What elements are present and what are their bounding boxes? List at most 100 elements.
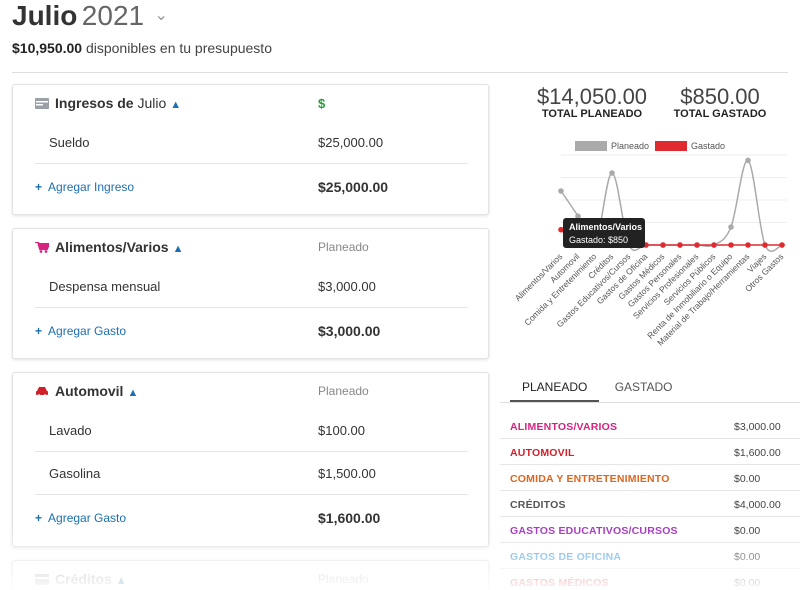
group-footer: + Agregar Gasto $3,000.00 — [35, 308, 468, 354]
category-row[interactable]: GASTOS EDUCATIVOS/CURSOS $0.00 — [500, 517, 800, 543]
page-title[interactable]: Julio 2021 ⌄ — [12, 0, 168, 32]
income-total: $25,000.00 — [318, 179, 389, 195]
income-item-label[interactable]: Sueldo — [49, 135, 90, 150]
available-budget: $10,950.00 disponibles en tu presupuesto — [12, 40, 272, 56]
column-header-planned: Planeado — [318, 240, 369, 254]
expense-item-label[interactable]: Lavado — [49, 423, 92, 438]
category-row[interactable]: GASTOS MÉDICOS $0.00 — [500, 569, 800, 590]
data-point-spent — [660, 242, 666, 248]
legend-swatch-planned — [575, 141, 607, 151]
category-row[interactable]: AUTOMOVIL $1,600.00 — [500, 439, 800, 465]
month-label: Julio — [12, 0, 78, 31]
add-expense-button[interactable]: + Agregar Gasto — [35, 511, 126, 525]
income-item-value[interactable]: $25,000.00 — [318, 135, 384, 150]
expense-card-creditos: Créditos ▲ Planeado — [12, 560, 489, 590]
category-value: $4,000.00 — [734, 499, 781, 511]
income-column-symbol: $ — [318, 96, 326, 111]
group-footer: + Agregar Gasto $1,600.00 — [35, 495, 468, 541]
expense-card-automovil: Automovil ▲ Planeado Lavado $100.00 Gasol… — [12, 372, 489, 547]
expense-item-label[interactable]: Despensa mensual — [49, 279, 161, 294]
group-title[interactable]: Alimentos/Varios ▲ — [35, 239, 183, 255]
group-title[interactable]: Créditos ▲ — [35, 571, 127, 587]
expense-item-value[interactable]: $100.00 — [318, 423, 365, 438]
category-row[interactable]: CRÉDITOS $4,000.00 — [500, 491, 800, 517]
cart-icon — [35, 242, 49, 253]
category-name: GASTOS MÉDICOS — [510, 577, 609, 589]
credit-card-icon — [35, 574, 49, 585]
header-divider — [12, 72, 788, 73]
group-total: $3,000.00 — [318, 323, 381, 339]
category-row[interactable]: COMIDA Y ENTRETENIMIENTO $0.00 — [500, 465, 800, 491]
tabs-divider — [500, 402, 800, 403]
column-header-planned: Planeado — [318, 572, 369, 586]
add-income-button[interactable]: + Agregar Ingreso — [35, 180, 134, 194]
expense-row[interactable]: Gasolina $1,500.00 — [35, 452, 468, 495]
category-value: $1,600.00 — [734, 447, 781, 459]
expense-card-alimentos: Alimentos/Varios ▲ Planeado Despensa mens… — [12, 228, 489, 359]
data-point-spent — [728, 242, 734, 248]
category-name: GASTOS EDUCATIVOS/CURSOS — [510, 525, 678, 537]
category-value: $3,000.00 — [734, 421, 781, 433]
data-point-spent — [779, 242, 785, 248]
expense-row[interactable]: Lavado $100.00 — [35, 409, 468, 452]
category-tabs: PLANEADO GASTADO — [510, 380, 685, 402]
budget-chart[interactable]: Planeado Gastado Alimentos/Varios Gastado: … — [500, 135, 798, 365]
plus-icon: + — [35, 324, 43, 338]
category-row[interactable]: ALIMENTOS/VARIOS $3,000.00 — [500, 413, 800, 439]
chevron-down-icon[interactable]: ⌄ — [154, 7, 168, 24]
car-icon — [36, 387, 48, 397]
category-row[interactable]: GASTOS DE OFICINA $0.00 — [500, 543, 800, 569]
category-name: COMIDA Y ENTRETENIMIENTO — [510, 473, 670, 485]
tooltip-title: Alimentos/Varios — [569, 222, 642, 232]
category-value: $0.00 — [734, 473, 761, 485]
income-card: Ingresos de Julio ▲ $ Sueldo $25,000.00 +… — [12, 84, 489, 215]
chevron-up-icon[interactable]: ▲ — [170, 99, 182, 111]
total-planned-label: TOTAL PLANEADO — [541, 108, 643, 120]
expense-item-label[interactable]: Gasolina — [49, 466, 101, 481]
data-point-spent — [694, 242, 700, 248]
category-name: CRÉDITOS — [510, 499, 566, 511]
income-footer: + Agregar Ingreso $25,000.00 — [35, 164, 468, 210]
income-title[interactable]: Ingresos de Julio ▲ — [35, 95, 181, 111]
data-point-planned — [728, 224, 734, 230]
plus-icon: + — [35, 180, 43, 194]
available-amount: $10,950.00 — [12, 40, 83, 56]
tab-planned[interactable]: PLANEADO — [510, 380, 600, 402]
expense-row[interactable]: Despensa mensual $3,000.00 — [35, 265, 468, 308]
chevron-up-icon[interactable]: ▲ — [127, 387, 139, 399]
add-expense-label: Agregar Gasto — [48, 511, 127, 525]
legend-label-planned: Planeado — [611, 141, 649, 151]
add-expense-label: Agregar Gasto — [48, 324, 127, 338]
tooltip-text: Gastado: $850 — [569, 235, 628, 245]
expense-item-value[interactable]: $3,000.00 — [318, 279, 376, 294]
chevron-up-icon[interactable]: ▲ — [115, 575, 127, 587]
data-point-spent — [558, 226, 564, 233]
group-title[interactable]: Automovil ▲ — [35, 383, 138, 399]
chevron-up-icon[interactable]: ▲ — [172, 243, 184, 255]
category-name: ALIMENTOS/VARIOS — [510, 421, 618, 433]
group-title-label: Alimentos/Varios — [55, 239, 169, 255]
tooltip-box — [563, 218, 645, 248]
total-spent-label: TOTAL GASTADO — [673, 108, 767, 120]
income-row[interactable]: Sueldo $25,000.00 — [35, 121, 468, 164]
data-point-spent — [711, 242, 717, 248]
group-total: $1,600.00 — [318, 510, 381, 526]
total-spent-value: $850.00 — [680, 84, 760, 109]
group-title-label: Automovil — [55, 383, 124, 399]
data-point-spent — [677, 242, 683, 248]
income-title-label: Ingresos de — [55, 95, 134, 111]
data-point-planned — [609, 170, 615, 176]
money-icon — [35, 98, 49, 109]
tab-spent[interactable]: GASTADO — [614, 380, 673, 394]
add-expense-button[interactable]: + Agregar Gasto — [35, 324, 126, 338]
category-value: $0.00 — [734, 525, 761, 537]
year-label: 2021 — [81, 0, 145, 31]
data-point-planned — [575, 213, 581, 219]
category-list: ALIMENTOS/VARIOS $3,000.00 AUTOMOVIL $1,600… — [500, 413, 800, 590]
data-point-planned — [558, 188, 564, 194]
add-income-label: Agregar Ingreso — [48, 180, 135, 194]
data-point-spent — [745, 242, 751, 248]
expense-item-value[interactable]: $1,500.00 — [318, 466, 376, 481]
total-spent: $850.00 TOTAL GASTADO — [665, 84, 775, 120]
total-planned-value: $14,050.00 — [536, 84, 648, 109]
